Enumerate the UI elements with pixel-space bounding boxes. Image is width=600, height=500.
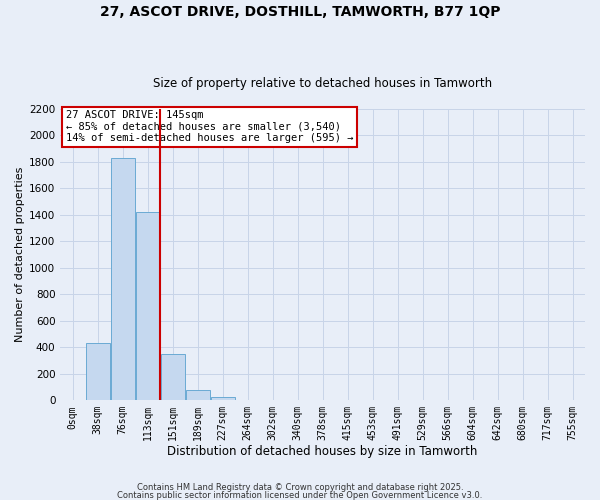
Bar	[136, 212, 160, 400]
Text: Contains public sector information licensed under the Open Government Licence v3: Contains public sector information licen…	[118, 490, 482, 500]
Bar	[110, 158, 135, 400]
Bar	[86, 343, 110, 400]
X-axis label: Distribution of detached houses by size in Tamworth: Distribution of detached houses by size …	[167, 444, 478, 458]
Y-axis label: Number of detached properties: Number of detached properties	[15, 167, 25, 342]
Text: 27, ASCOT DRIVE, DOSTHILL, TAMWORTH, B77 1QP: 27, ASCOT DRIVE, DOSTHILL, TAMWORTH, B77…	[100, 5, 500, 19]
Text: 27 ASCOT DRIVE: 145sqm
← 85% of detached houses are smaller (3,540)
14% of semi-: 27 ASCOT DRIVE: 145sqm ← 85% of detached…	[65, 110, 353, 144]
Bar	[185, 390, 210, 400]
Bar	[211, 397, 235, 400]
Text: Contains HM Land Registry data © Crown copyright and database right 2025.: Contains HM Land Registry data © Crown c…	[137, 484, 463, 492]
Bar	[161, 354, 185, 400]
Title: Size of property relative to detached houses in Tamworth: Size of property relative to detached ho…	[153, 76, 492, 90]
